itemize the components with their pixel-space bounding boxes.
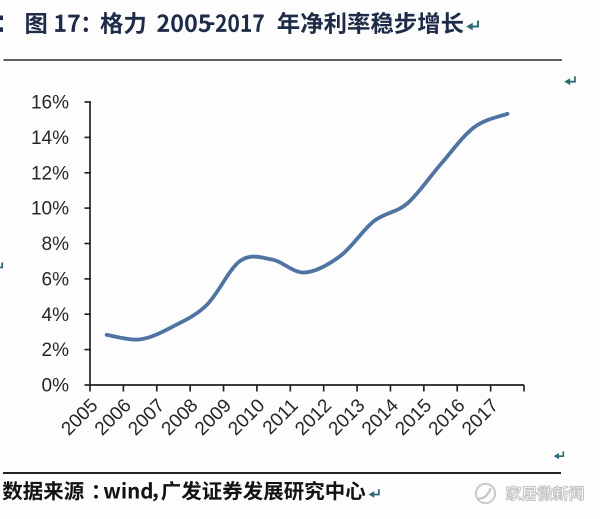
svg-text:16%: 16% — [31, 93, 69, 114]
svg-text:4%: 4% — [42, 305, 70, 326]
svg-text:2%: 2% — [42, 340, 70, 361]
svg-text:12%: 12% — [31, 163, 69, 184]
svg-text:8%: 8% — [42, 234, 70, 255]
svg-text:14%: 14% — [31, 128, 69, 149]
svg-text:0%: 0% — [42, 376, 70, 397]
svg-text:10%: 10% — [31, 199, 69, 220]
svg-text:6%: 6% — [42, 270, 70, 291]
